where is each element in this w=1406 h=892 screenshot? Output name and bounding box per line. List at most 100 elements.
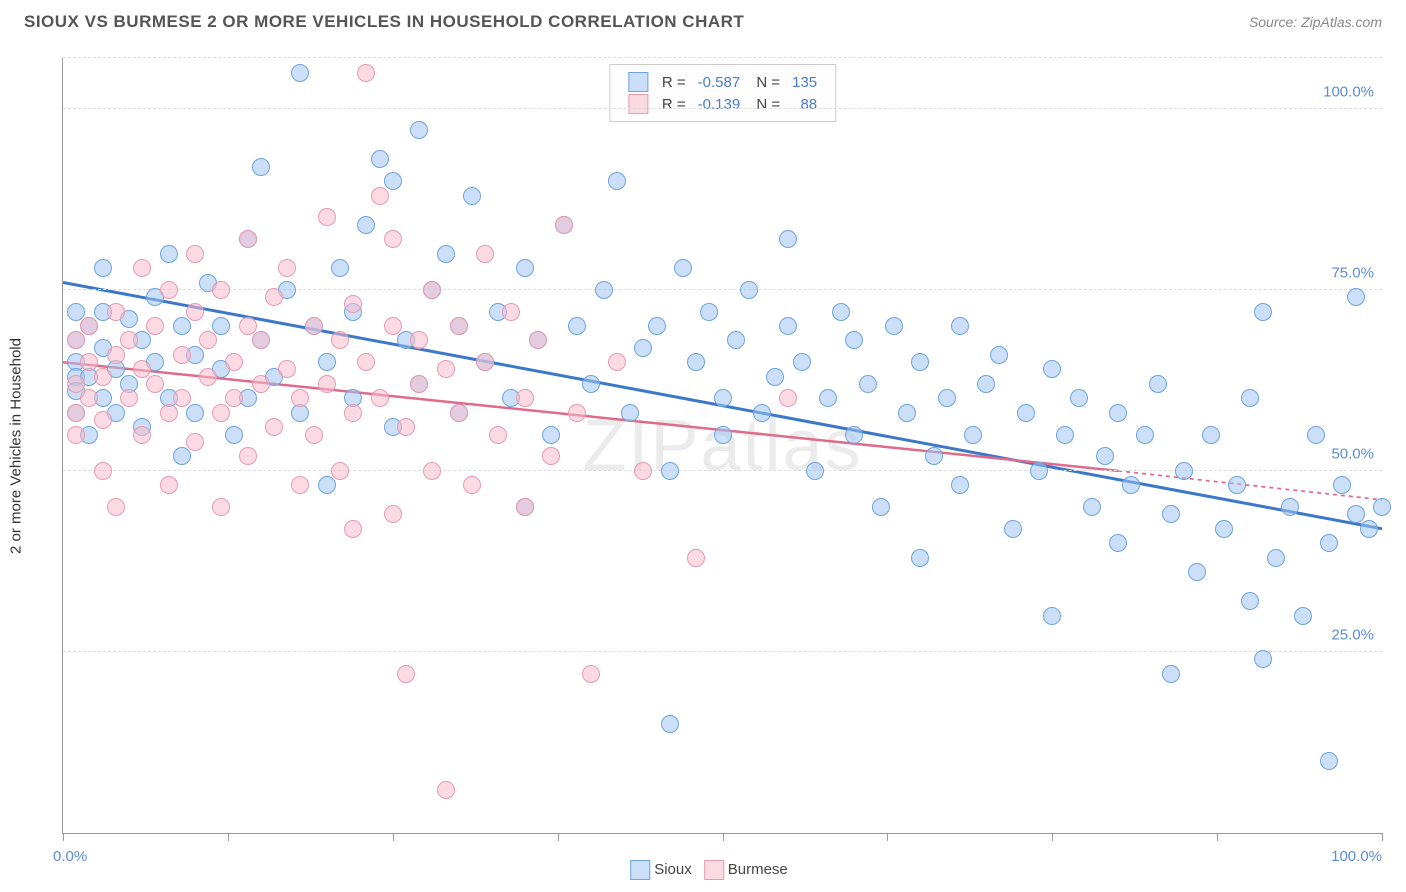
data-point xyxy=(344,295,362,313)
x-tick xyxy=(887,833,888,841)
x-tick xyxy=(1217,833,1218,841)
data-point xyxy=(938,389,956,407)
data-point xyxy=(265,418,283,436)
data-point xyxy=(925,447,943,465)
data-point xyxy=(714,426,732,444)
data-point xyxy=(305,426,323,444)
data-point xyxy=(437,360,455,378)
data-point xyxy=(1122,476,1140,494)
data-point xyxy=(661,715,679,733)
data-point xyxy=(1254,650,1272,668)
data-point xyxy=(410,121,428,139)
legend-series-label: Sioux xyxy=(654,861,692,878)
data-point xyxy=(621,404,639,422)
data-point xyxy=(911,353,929,371)
data-point xyxy=(1162,505,1180,523)
data-point xyxy=(160,476,178,494)
data-point xyxy=(371,389,389,407)
data-point xyxy=(1083,498,1101,516)
data-point xyxy=(1320,752,1338,770)
data-point xyxy=(1188,563,1206,581)
data-point xyxy=(252,375,270,393)
data-point xyxy=(160,245,178,263)
data-point xyxy=(160,281,178,299)
data-point xyxy=(542,447,560,465)
data-point xyxy=(1070,389,1088,407)
data-point xyxy=(872,498,890,516)
data-point xyxy=(700,303,718,321)
data-point xyxy=(371,187,389,205)
y-tick-label: 50.0% xyxy=(1331,445,1374,462)
data-point xyxy=(608,353,626,371)
data-point xyxy=(951,317,969,335)
data-point xyxy=(1136,426,1154,444)
data-point xyxy=(516,498,534,516)
data-point xyxy=(1347,288,1365,306)
data-point xyxy=(146,317,164,335)
data-point xyxy=(437,781,455,799)
data-point xyxy=(384,317,402,335)
data-point xyxy=(305,317,323,335)
data-point xyxy=(437,245,455,263)
data-point xyxy=(898,404,916,422)
data-point xyxy=(1307,426,1325,444)
data-point xyxy=(212,281,230,299)
data-point xyxy=(951,476,969,494)
data-point xyxy=(964,426,982,444)
data-point xyxy=(212,404,230,422)
data-point xyxy=(753,404,771,422)
data-point xyxy=(516,389,534,407)
data-point xyxy=(714,389,732,407)
data-point xyxy=(595,281,613,299)
data-point xyxy=(423,462,441,480)
grid-line xyxy=(63,108,1382,109)
data-point xyxy=(463,187,481,205)
data-point xyxy=(291,476,309,494)
data-point xyxy=(1215,520,1233,538)
data-point xyxy=(212,498,230,516)
data-point xyxy=(568,404,586,422)
y-tick-label: 25.0% xyxy=(1331,626,1374,643)
data-point xyxy=(1004,520,1022,538)
r-value: -0.587 xyxy=(692,71,747,93)
data-point xyxy=(239,317,257,335)
data-point xyxy=(186,245,204,263)
data-point xyxy=(423,281,441,299)
data-point xyxy=(410,331,428,349)
data-point xyxy=(463,476,481,494)
y-tick-label: 100.0% xyxy=(1323,83,1374,100)
data-point xyxy=(252,158,270,176)
data-point xyxy=(331,259,349,277)
data-point xyxy=(1320,534,1338,552)
x-tick xyxy=(228,833,229,841)
data-point xyxy=(450,404,468,422)
x-tick xyxy=(723,833,724,841)
data-point xyxy=(344,404,362,422)
data-point xyxy=(67,303,85,321)
data-point xyxy=(806,462,824,480)
data-point xyxy=(885,317,903,335)
data-point xyxy=(239,447,257,465)
data-point xyxy=(1017,404,1035,422)
data-point xyxy=(371,150,389,168)
data-point xyxy=(674,259,692,277)
data-point xyxy=(133,360,151,378)
x-axis-max-label: 100.0% xyxy=(1331,848,1382,865)
data-point xyxy=(476,245,494,263)
r-label: R = xyxy=(656,71,692,93)
data-point xyxy=(1241,592,1259,610)
data-point xyxy=(67,331,85,349)
data-point xyxy=(410,375,428,393)
data-point xyxy=(133,259,151,277)
legend-swatch-icon xyxy=(704,860,724,880)
y-axis-label: 2 or more Vehicles in Household xyxy=(8,338,25,554)
data-point xyxy=(1267,549,1285,567)
data-point xyxy=(186,433,204,451)
data-point xyxy=(648,317,666,335)
data-point xyxy=(740,281,758,299)
data-point xyxy=(94,411,112,429)
x-tick xyxy=(63,833,64,841)
data-point xyxy=(977,375,995,393)
data-point xyxy=(80,353,98,371)
data-point xyxy=(107,346,125,364)
